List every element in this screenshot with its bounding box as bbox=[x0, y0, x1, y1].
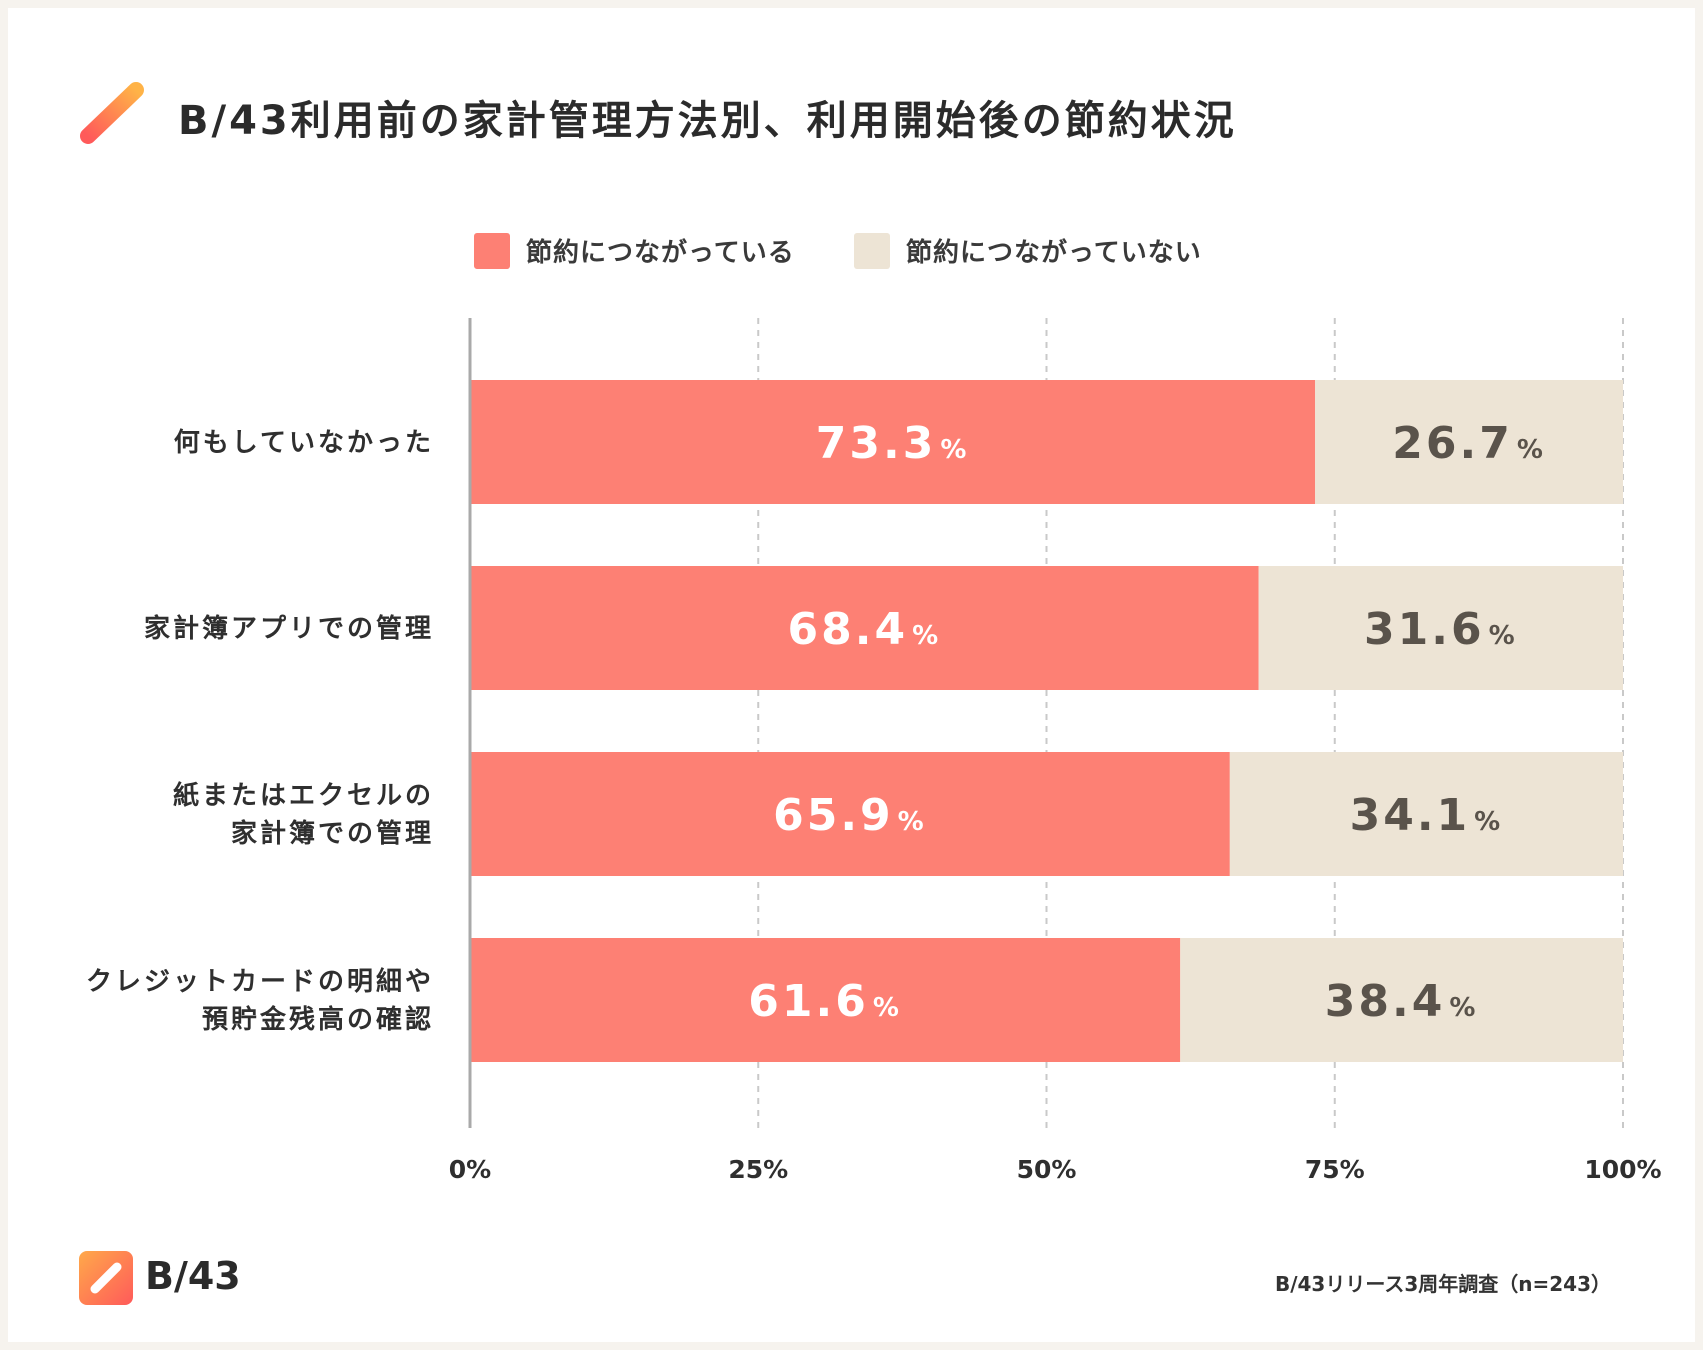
legend-item-not-saved: 節約につながっていない bbox=[854, 232, 1202, 269]
category-label: 紙またはエクセルの bbox=[173, 780, 434, 811]
legend-item-saved: 節約につながっている bbox=[474, 232, 795, 269]
bar-segment bbox=[1180, 938, 1623, 1062]
data-label: 31.6% bbox=[1364, 604, 1518, 655]
category-label: クレジットカードの明細や bbox=[86, 967, 434, 997]
bar-segment bbox=[470, 566, 1259, 690]
brand-logo-icon bbox=[79, 1251, 133, 1305]
bar-segment bbox=[470, 938, 1181, 1062]
bar-segment bbox=[1315, 380, 1623, 504]
legend-label-saved: 節約につながっている bbox=[526, 238, 795, 268]
survey-source: B/43リリース3周年調査（n=243） bbox=[1274, 1272, 1611, 1296]
bar-segment bbox=[1229, 752, 1623, 876]
x-tick-label: 25% bbox=[728, 1155, 788, 1184]
data-label: 68.4% bbox=[788, 604, 942, 655]
category-label: 家計簿での管理 bbox=[231, 818, 434, 849]
data-label: 38.4% bbox=[1325, 976, 1479, 1027]
legend-swatch-saved bbox=[474, 232, 510, 269]
bar-segment bbox=[470, 752, 1230, 876]
data-label: 73.3% bbox=[816, 418, 970, 469]
legend-swatch-not-saved bbox=[854, 232, 890, 269]
data-label: 65.9% bbox=[773, 790, 927, 841]
data-label: 61.6% bbox=[748, 976, 902, 1027]
brand-name: B/43 bbox=[145, 1254, 241, 1298]
x-tick-label: 0% bbox=[449, 1155, 491, 1184]
chart-title: B/43利用前の家計管理方法別、利用開始後の節約状況 bbox=[178, 98, 1237, 144]
category-label: 何もしていなかった bbox=[174, 428, 434, 458]
x-tick-label: 100% bbox=[1584, 1155, 1661, 1184]
x-tick-label: 75% bbox=[1305, 1155, 1365, 1184]
bar-segment bbox=[470, 380, 1316, 504]
stacked-bar-chart: 73.3% 26.7 % 何もしていなかった 68.4% 31.6 % 家計簿アプリでの管理 6… bbox=[86, 318, 1662, 1184]
category-label: 家計簿アプリでの管理 bbox=[144, 613, 434, 644]
x-tick-label: 50% bbox=[1017, 1155, 1077, 1184]
category-label: 預貯金残高の確認 bbox=[202, 1004, 434, 1035]
data-label: 26.7% bbox=[1392, 418, 1546, 469]
bar-segment bbox=[1258, 566, 1623, 690]
data-label: 34.1% bbox=[1350, 790, 1504, 841]
legend-label-not-saved: 節約につながっていない bbox=[906, 238, 1202, 268]
brand-stroke-icon bbox=[80, 82, 144, 144]
